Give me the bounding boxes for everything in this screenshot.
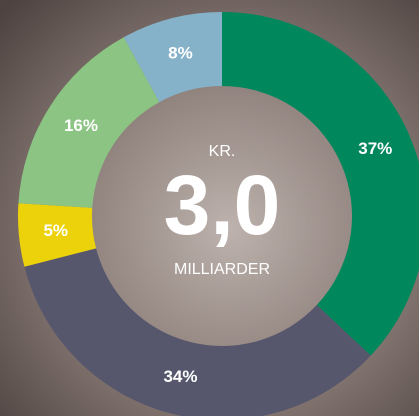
- value-label: 8%: [168, 44, 193, 63]
- chart: 37%34%5%16%8% KR. 3,0 MILLIARDER: [0, 0, 419, 416]
- center-value: 3,0: [164, 158, 281, 252]
- value-label: 16%: [64, 116, 98, 135]
- center-bottom: MILLIARDER: [174, 261, 270, 278]
- value-label: 5%: [43, 221, 68, 240]
- value-label: 34%: [163, 367, 197, 386]
- value-label: 37%: [358, 139, 392, 158]
